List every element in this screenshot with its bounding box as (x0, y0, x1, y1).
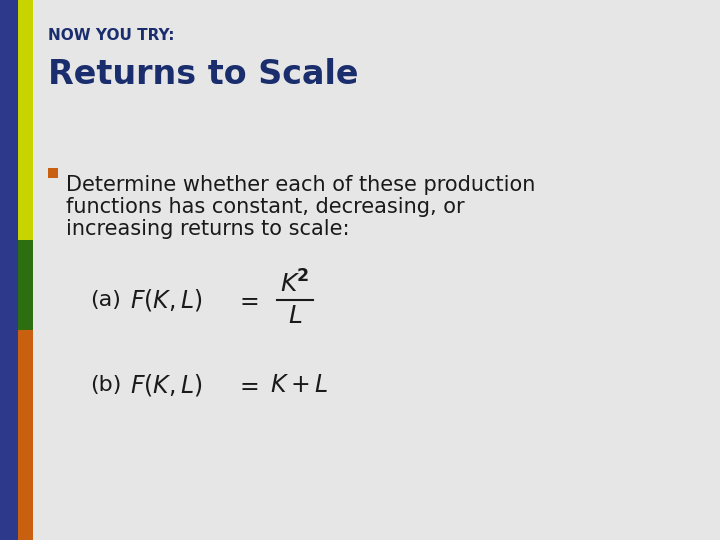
Text: $\mathbf{\mathit{L}}$: $\mathbf{\mathit{L}}$ (288, 304, 302, 328)
Bar (18, 240, 33, 330)
Text: NOW YOU TRY:: NOW YOU TRY: (48, 28, 174, 43)
Text: (b): (b) (90, 375, 122, 395)
Bar (18, 330, 33, 540)
Text: $\mathbf{\mathit{F(K,L)}}$: $\mathbf{\mathit{F(K,L)}}$ (130, 287, 203, 313)
Text: $\mathbf{\mathit{K}}^{\mathbf{2}}$: $\mathbf{\mathit{K}}^{\mathbf{2}}$ (280, 271, 310, 298)
Text: functions has constant, decreasing, or: functions has constant, decreasing, or (66, 197, 464, 217)
Text: Returns to Scale: Returns to Scale (48, 58, 359, 91)
Text: $\mathbf{\mathit{K+L}}$: $\mathbf{\mathit{K+L}}$ (270, 373, 328, 397)
Bar (18, 0, 33, 240)
Text: $=$: $=$ (235, 288, 259, 312)
Text: $\mathbf{\mathit{F(K,L)}}$: $\mathbf{\mathit{F(K,L)}}$ (130, 372, 203, 398)
Text: $=$: $=$ (235, 373, 259, 397)
Bar (0, 0, 18, 540)
Bar (48, 168, 58, 178)
Text: Determine whether each of these production: Determine whether each of these producti… (66, 175, 536, 195)
Text: increasing returns to scale:: increasing returns to scale: (66, 219, 349, 239)
Text: (a): (a) (90, 290, 121, 310)
